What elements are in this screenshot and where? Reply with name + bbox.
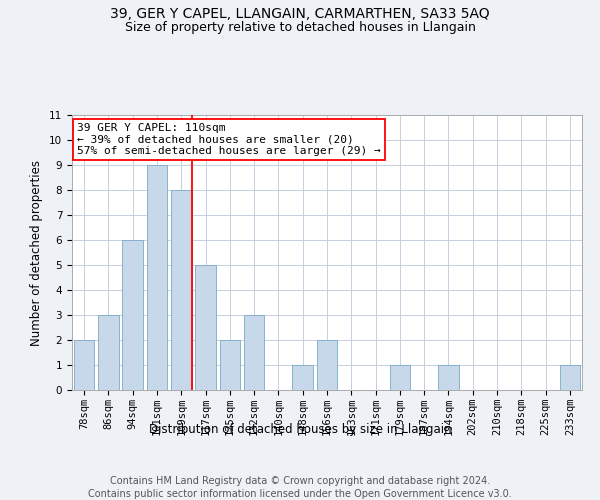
Bar [560,365,580,390]
Bar [98,315,119,390]
Bar [122,240,143,390]
Bar [171,190,191,390]
Text: Contains HM Land Registry data © Crown copyright and database right 2024.: Contains HM Land Registry data © Crown c… [110,476,490,486]
Bar [146,165,167,390]
Bar [244,315,265,390]
Bar [317,340,337,390]
Text: 39, GER Y CAPEL, LLANGAIN, CARMARTHEN, SA33 5AQ: 39, GER Y CAPEL, LLANGAIN, CARMARTHEN, S… [110,8,490,22]
Bar [195,265,216,390]
Y-axis label: Number of detached properties: Number of detached properties [31,160,43,346]
Text: Size of property relative to detached houses in Llangain: Size of property relative to detached ho… [125,21,475,34]
Text: Distribution of detached houses by size in Llangain: Distribution of detached houses by size … [149,422,451,436]
Text: Contains public sector information licensed under the Open Government Licence v3: Contains public sector information licen… [88,489,512,499]
Bar [438,365,459,390]
Text: 39 GER Y CAPEL: 110sqm
← 39% of detached houses are smaller (20)
57% of semi-det: 39 GER Y CAPEL: 110sqm ← 39% of detached… [77,123,381,156]
Bar [74,340,94,390]
Bar [220,340,240,390]
Bar [389,365,410,390]
Bar [292,365,313,390]
